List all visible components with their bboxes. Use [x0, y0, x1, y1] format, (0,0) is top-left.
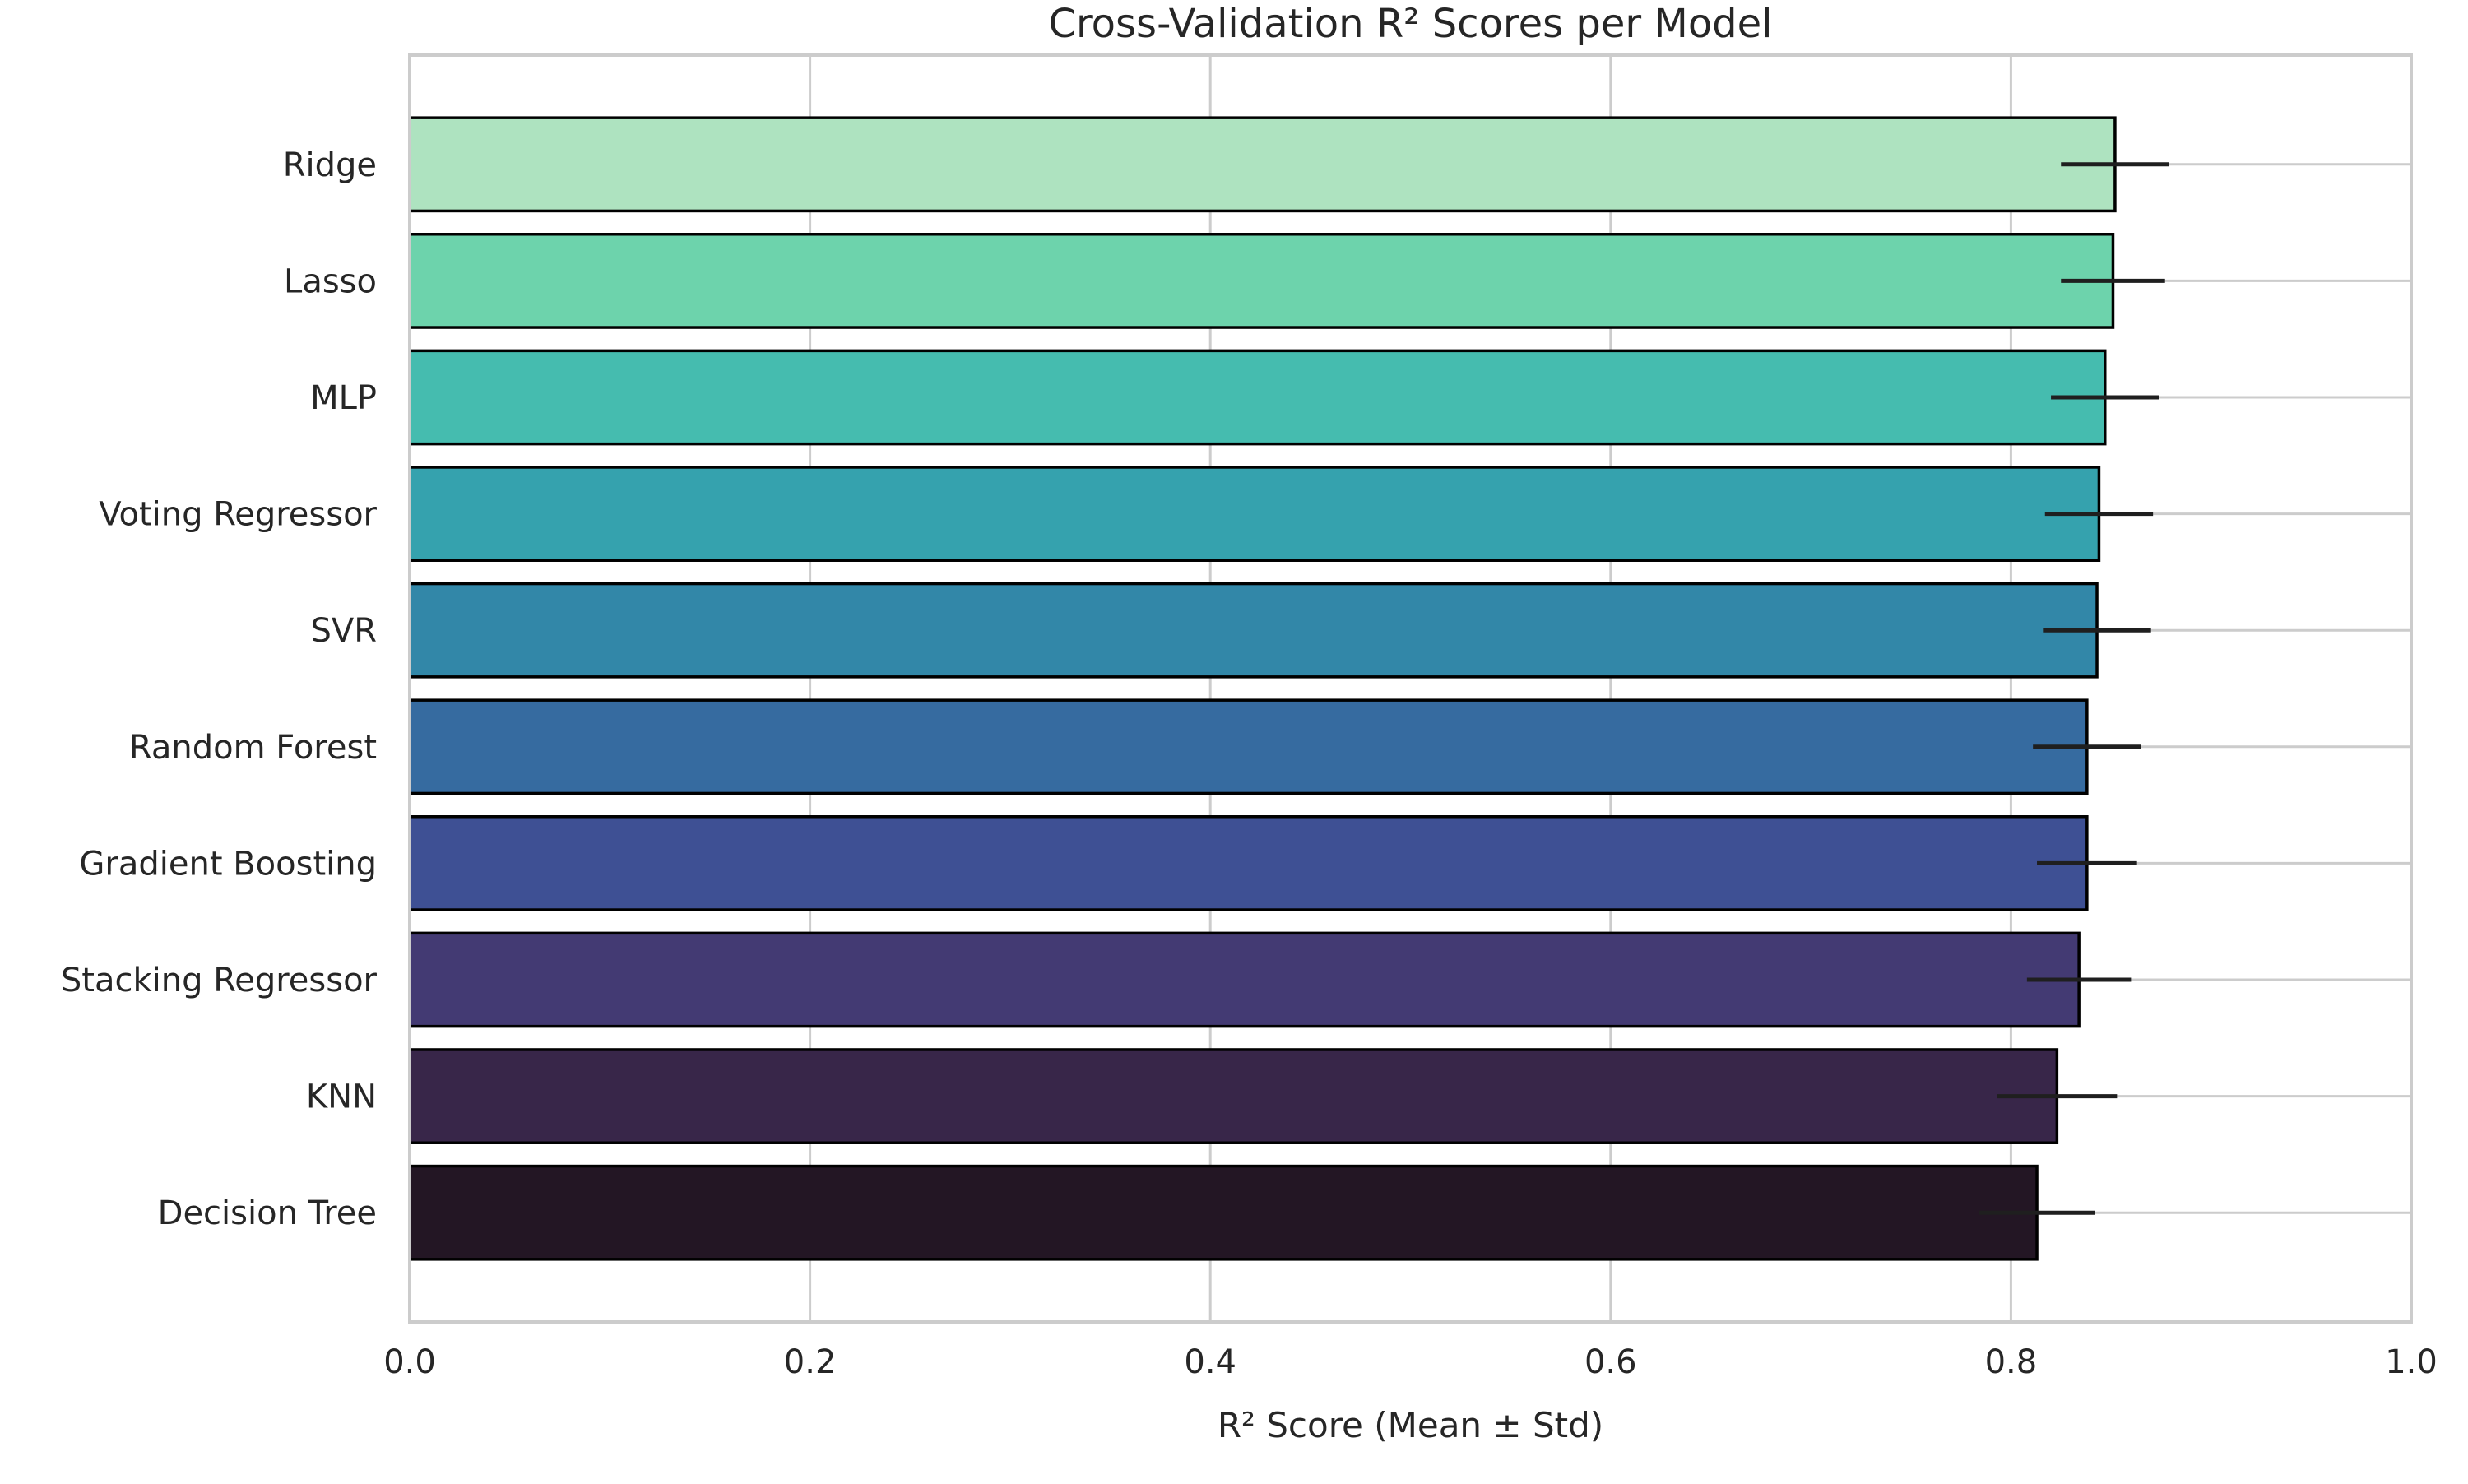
plot-frame: [408, 53, 2413, 1324]
x-axis-label: R² Score (Mean ± Std): [1218, 1405, 1603, 1445]
x-tick-labels: 0.0 0.2 0.4 0.6 0.8 1.0: [383, 1343, 2438, 1381]
y-tick-label: Ridge: [283, 146, 377, 184]
y-tick-label: Gradient Boosting: [79, 845, 377, 883]
y-tick-labels: Ridge Lasso MLP Voting Regressor SVR Random F…: [61, 146, 378, 1232]
x-tick-label: 0.8: [1985, 1343, 2038, 1381]
y-tick-label: KNN: [306, 1078, 377, 1116]
y-tick-label: SVR: [310, 612, 377, 650]
bars-layer: [408, 116, 2117, 1261]
y-tick-label: MLP: [310, 379, 377, 417]
x-tick-label: 0.4: [1184, 1343, 1236, 1381]
y-tick-label: Lasso: [284, 262, 377, 300]
error-bars-layer: [1979, 162, 2169, 1215]
y-tick-label: Random Forest: [129, 729, 377, 767]
y-tick-label: Stacking Regressor: [61, 962, 378, 999]
bar-voting-regressor: [408, 466, 2101, 562]
y-tick-label: Decision Tree: [158, 1194, 377, 1232]
chart-title: Cross-Validation R² Scores per Model: [1048, 1, 1772, 47]
y-tick-label: Voting Regressor: [99, 496, 377, 534]
bar-svr: [408, 582, 2099, 679]
x-tick-label: 0.0: [383, 1343, 436, 1381]
bar-random-forest: [408, 698, 2089, 795]
x-tick-label: 1.0: [2385, 1343, 2438, 1381]
bar-gradient-boosting: [408, 815, 2089, 911]
bar-mlp: [408, 349, 2107, 446]
bar-ridge: [408, 116, 2117, 213]
bar-knn: [408, 1048, 2059, 1144]
x-tick-label: 0.6: [1584, 1343, 1637, 1381]
bar-stacking-regressor: [408, 931, 2081, 1028]
bar-lasso: [408, 233, 2115, 329]
bar-decision-tree: [408, 1164, 2039, 1261]
x-tick-label: 0.2: [784, 1343, 837, 1381]
